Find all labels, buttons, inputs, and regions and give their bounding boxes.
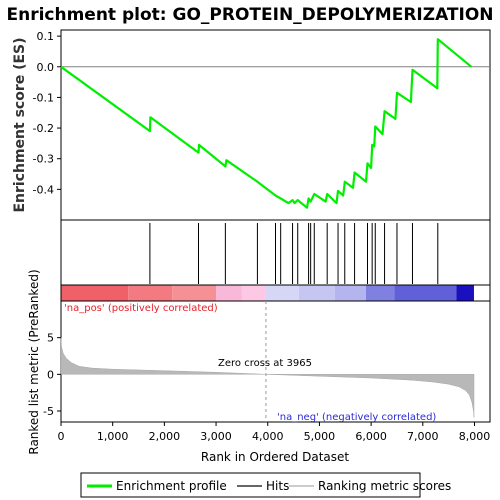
- color-band-segment: [298, 285, 335, 301]
- legend-ranking-metric-scores: Ranking metric scores: [318, 479, 451, 493]
- metric-y-ticks: 5 0 -5: [43, 332, 61, 418]
- ranking-color-band: [61, 285, 474, 301]
- ranking-metric-area: [60, 337, 475, 418]
- na-pos-label: 'na_pos' (positively correlated): [64, 303, 218, 314]
- es-y-tick-label: 0.1: [37, 30, 55, 43]
- x-tick-label: 5,000: [304, 430, 336, 443]
- x-tick-label: 0: [58, 430, 65, 443]
- es-panel-frame: [60, 29, 491, 221]
- metric-y-tick-label: 5: [47, 332, 54, 345]
- color-band-segment: [334, 285, 366, 301]
- es-y-tick-label: -0.2: [33, 122, 54, 135]
- es-y-tick-label: -0.3: [33, 153, 54, 166]
- es-y-tick-label: -0.4: [33, 183, 54, 196]
- color-band-segment: [128, 285, 173, 301]
- x-axis-label: Rank in Ordered Dataset: [201, 450, 349, 464]
- zero-cross-label: Zero cross at 3965: [218, 358, 312, 369]
- metric-y-axis-label: Ranked list metric (PreRanked): [27, 269, 41, 454]
- x-tick-label: 3,000: [200, 430, 232, 443]
- x-tick-label: 4,000: [252, 430, 284, 443]
- es-y-tick-label: 0.0: [37, 61, 55, 74]
- color-band-segment: [216, 285, 242, 301]
- es-y-tick-label: -0.1: [33, 91, 54, 104]
- legend: Enrichment profile Hits Ranking metric s…: [80, 472, 451, 498]
- x-tick-label: 7,000: [407, 430, 439, 443]
- es-y-ticks: 0.1 0.0 -0.1 -0.2 -0.3 -0.4: [33, 30, 61, 196]
- enrichment-profile-line: [60, 38, 473, 209]
- legend-hits: Hits: [266, 479, 289, 493]
- enrichment-profile-curve: [60, 38, 473, 209]
- hits-markers: [149, 223, 439, 284]
- es-y-axis-label: Enrichment score (ES): [12, 37, 28, 212]
- ranking-metric-fill: [60, 337, 475, 418]
- color-band-segment: [265, 285, 299, 301]
- legend-enrichment-profile: Enrichment profile: [116, 479, 227, 493]
- x-axis-ticks: 0 1,000 2,000 3,000 4,000 5,000 6,000 7,000 8,00…: [58, 422, 491, 443]
- metric-y-tick-label: -5: [43, 405, 54, 418]
- x-tick-label: 8,000: [459, 430, 491, 443]
- color-band-segment: [456, 285, 474, 301]
- color-band-segment: [365, 285, 395, 301]
- na-neg-label: 'na_neg' (negatively correlated): [277, 412, 436, 423]
- chart-title: Enrichment plot: GO_PROTEIN_DEPOLYMERIZA…: [6, 5, 493, 25]
- metric-y-tick-label: 0: [47, 368, 54, 381]
- x-tick-label: 1,000: [97, 430, 129, 443]
- color-band-segment: [172, 285, 217, 301]
- x-tick-label: 2,000: [149, 430, 181, 443]
- color-band-segment: [61, 285, 129, 301]
- x-tick-label: 6,000: [355, 430, 387, 443]
- color-band-segment: [241, 285, 266, 301]
- color-band-segment: [394, 285, 457, 301]
